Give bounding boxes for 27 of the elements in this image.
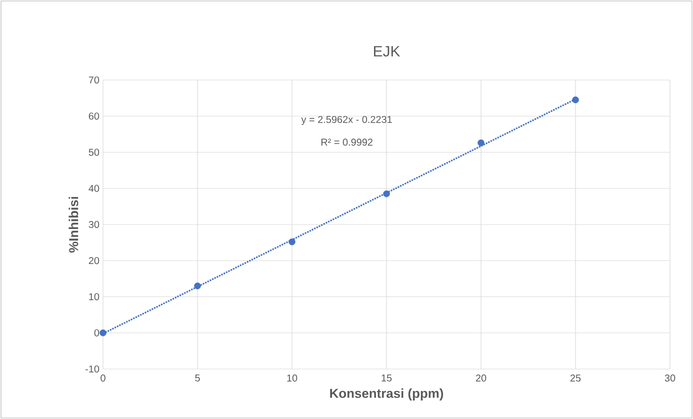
y-tick-label: 70: [88, 76, 100, 84]
x-tick-label: 25: [570, 374, 581, 382]
x-tick-label: 30: [664, 374, 676, 382]
y-tick-label: -10: [86, 365, 100, 373]
x-axis-title: Konsentrasi (ppm): [330, 388, 444, 400]
x-tick-label: 10: [287, 374, 298, 382]
x-tick-label: 5: [195, 374, 200, 382]
point: [383, 190, 390, 198]
point: [478, 139, 484, 146]
annotation: R² = 0.9992: [321, 138, 372, 146]
point: [288, 238, 296, 246]
point: [100, 329, 106, 336]
annotation: y = 2.5962x - 0.2231: [301, 116, 392, 125]
x-tick-label: 15: [382, 374, 392, 382]
x-tick-label: 0: [100, 374, 106, 382]
point: [194, 282, 201, 290]
y-tick-label: 20: [88, 257, 100, 264]
y-axis-title: %Inhibisi: [68, 196, 78, 253]
y-tick-label: 60: [88, 112, 100, 120]
y-tick-label: 50: [88, 148, 100, 156]
y-tick-label: 40: [88, 184, 100, 192]
point: [572, 96, 579, 104]
y-tick-label: 0: [94, 329, 100, 336]
y-tick-label: 30: [88, 220, 100, 228]
y-tick-label: 10: [89, 293, 100, 300]
chart-title: EJK: [374, 46, 400, 56]
x-tick-label: 20: [476, 374, 486, 382]
